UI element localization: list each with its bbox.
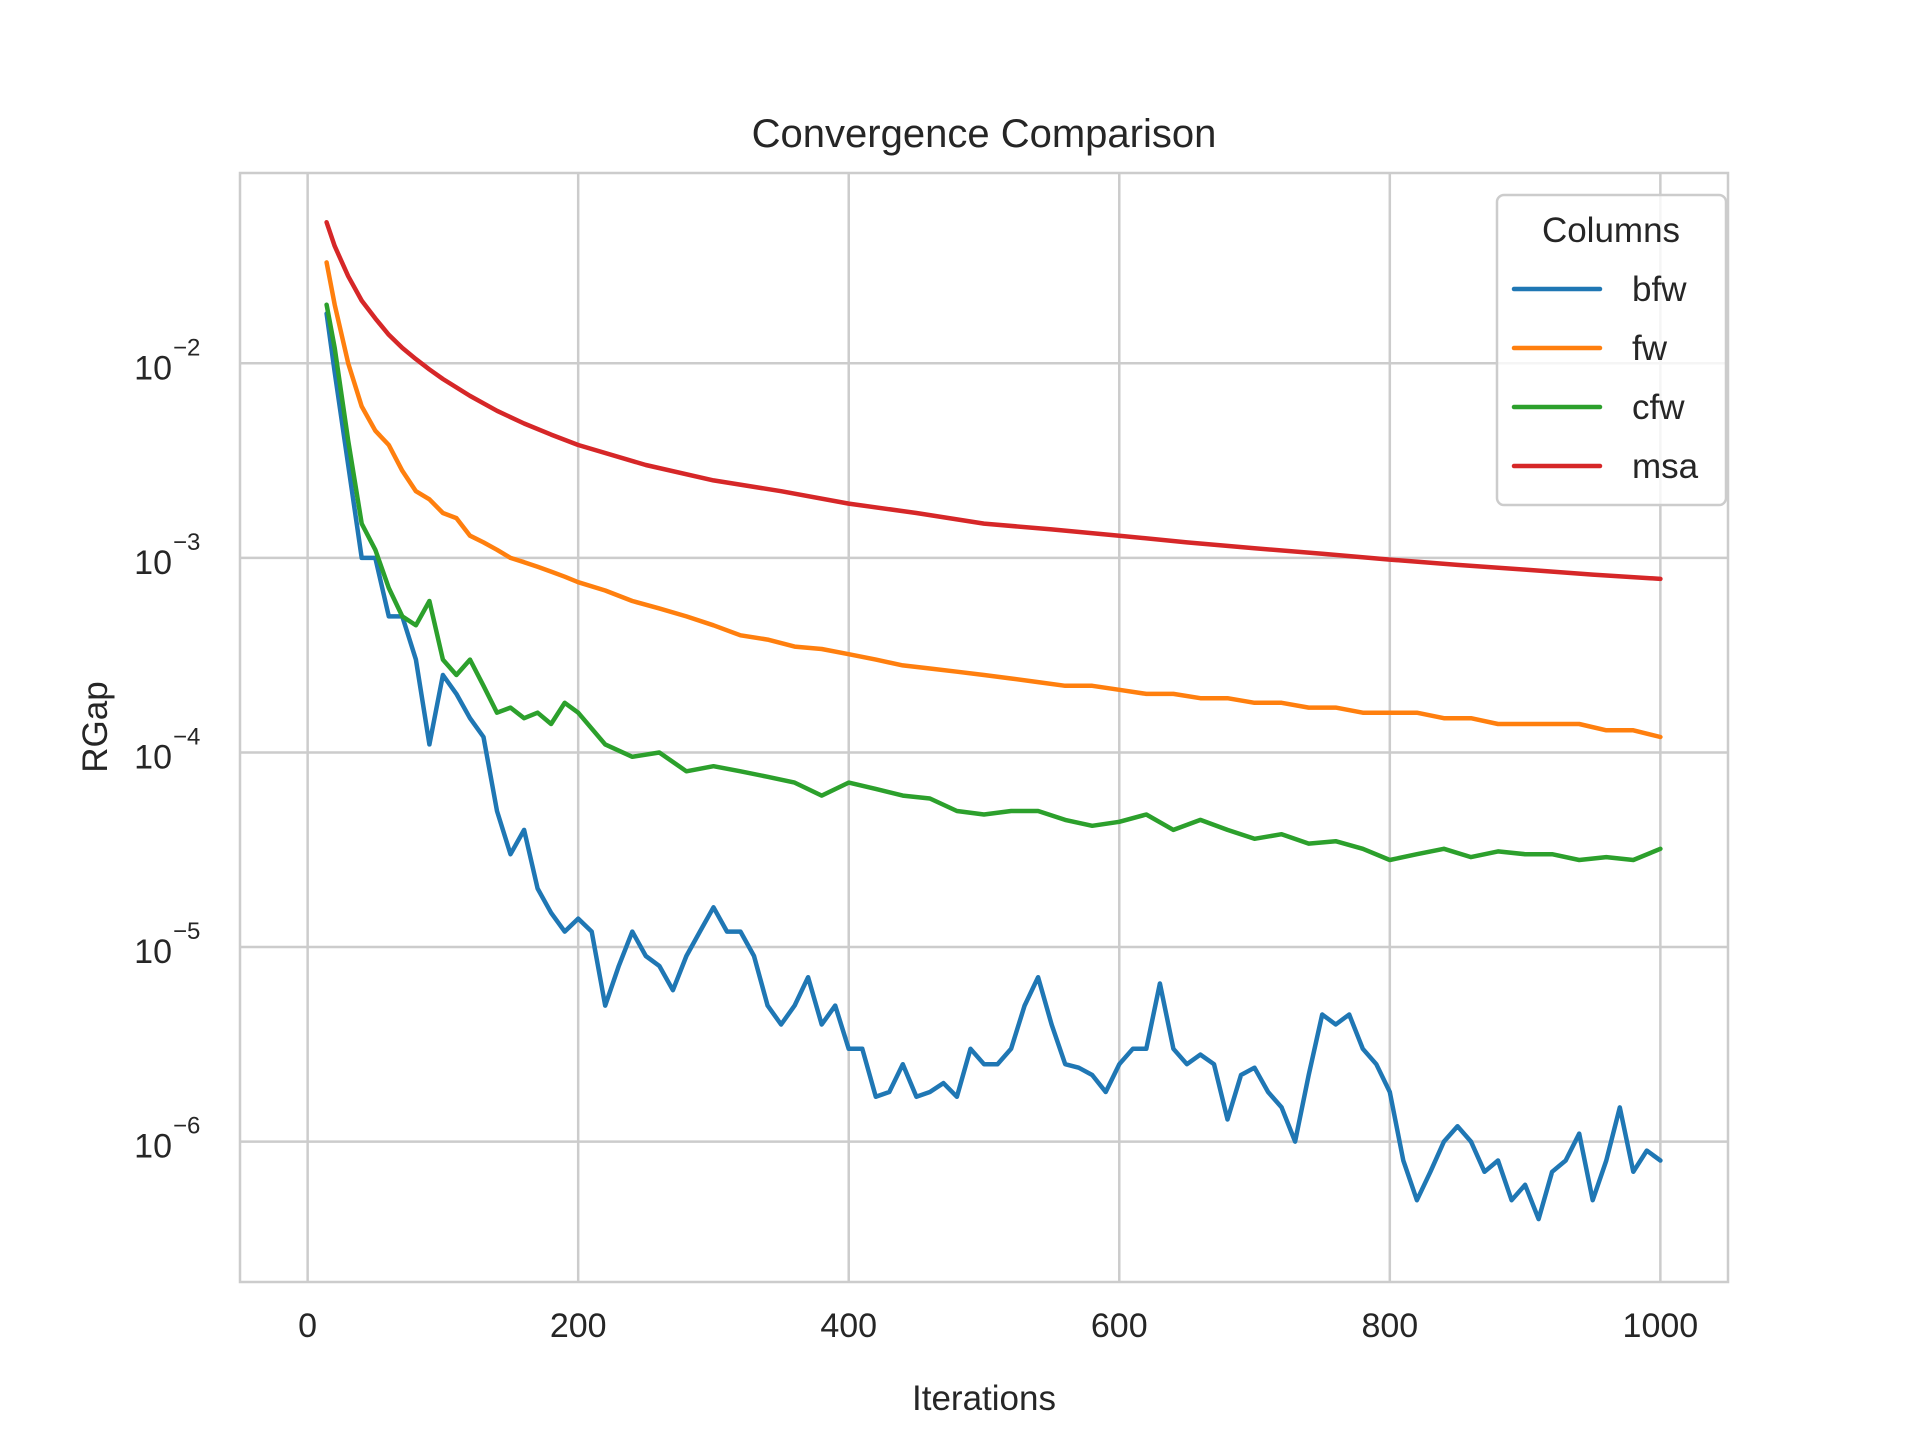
- y-tick-base: 10: [134, 544, 172, 582]
- series-line-cfw: [324, 302, 1663, 863]
- y-tick-exponent: −3: [173, 529, 200, 556]
- x-tick-label: 200: [550, 1307, 607, 1345]
- y-tick-label: 10−6: [134, 1113, 200, 1166]
- legend-label-cfw: cfw: [1632, 388, 1685, 427]
- legend-frame: [1495, 193, 1728, 507]
- legend-item-cfw: cfw: [1511, 388, 1685, 427]
- y-axis-label: RGap: [76, 681, 115, 772]
- y-tick-label: 10−5: [134, 918, 200, 971]
- y-tick-labels: 10−210−310−410−510−6: [134, 334, 200, 1165]
- legend-items: bfw fw cfw msa: [1511, 270, 1699, 486]
- legend-label-fw: fw: [1632, 329, 1668, 368]
- y-tick-label: 10−2: [134, 334, 200, 387]
- x-tick-label: 800: [1361, 1307, 1418, 1345]
- y-tick-exponent: −6: [173, 1113, 200, 1140]
- legend-item-fw: fw: [1511, 329, 1668, 368]
- y-tick-base: 10: [134, 349, 172, 387]
- series-line-msa: [324, 220, 1663, 582]
- y-tick-base: 10: [134, 1128, 172, 1166]
- series-line-bfw: [324, 311, 1663, 1222]
- y-tick-exponent: −5: [173, 918, 200, 945]
- x-tick-label: 400: [820, 1307, 877, 1345]
- legend-title: Columns: [1542, 211, 1680, 250]
- legend-label-bfw: bfw: [1632, 270, 1687, 309]
- x-tick-label: 600: [1091, 1307, 1148, 1345]
- y-tick-label: 10−4: [134, 723, 200, 776]
- legend: Columns bfw fw cfw msa: [1495, 193, 1728, 507]
- chart-title: Convergence Comparison: [752, 112, 1217, 156]
- x-tick-label: 0: [298, 1307, 317, 1345]
- x-tick-label: 1000: [1623, 1307, 1699, 1345]
- y-tick-exponent: −2: [173, 334, 200, 361]
- y-tick-exponent: −4: [173, 723, 200, 750]
- series-layer: [324, 220, 1663, 1222]
- y-tick-base: 10: [134, 933, 172, 971]
- series-line-fw: [324, 260, 1663, 740]
- axes-frame: [238, 171, 1730, 1284]
- x-axis-label: Iterations: [912, 1379, 1056, 1418]
- y-tick-label: 10−3: [134, 529, 200, 582]
- legend-item-msa: msa: [1511, 447, 1699, 486]
- y-tick-base: 10: [134, 738, 172, 776]
- legend-item-bfw: bfw: [1511, 270, 1687, 309]
- x-tick-labels: 0 200 400 600 800 1000: [298, 1307, 1698, 1345]
- legend-label-msa: msa: [1632, 447, 1699, 486]
